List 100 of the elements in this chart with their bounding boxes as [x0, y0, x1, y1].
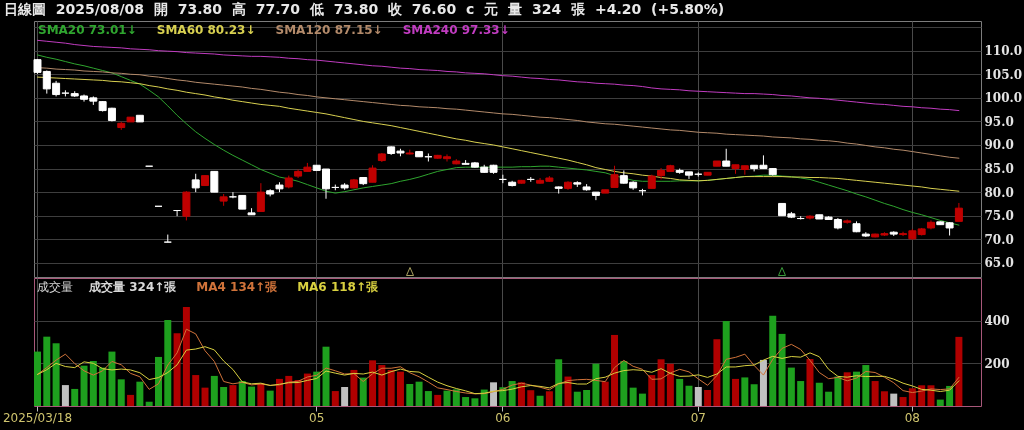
bar	[34, 351, 41, 406]
bar	[396, 371, 404, 406]
bar	[108, 351, 116, 406]
bar	[620, 360, 628, 406]
bar	[387, 369, 395, 406]
y-tick-label: 200	[984, 356, 1010, 371]
bar	[359, 377, 367, 406]
bar	[136, 381, 144, 406]
bar	[601, 381, 609, 406]
bar	[573, 391, 581, 406]
bar	[369, 360, 377, 406]
bar	[853, 371, 861, 406]
bar	[257, 383, 265, 406]
bar	[462, 397, 470, 406]
bar	[871, 381, 879, 406]
bar	[182, 307, 190, 406]
bar	[192, 375, 200, 406]
bar	[406, 384, 414, 406]
bar	[592, 363, 600, 406]
series-label: 成交量 324↑張	[89, 280, 177, 295]
bar	[825, 391, 833, 406]
bar	[52, 343, 60, 406]
bar	[666, 363, 674, 406]
bar	[787, 367, 795, 406]
y-tick-label: 400	[984, 314, 1010, 329]
x-tick-label: 06	[495, 410, 511, 425]
bar	[238, 381, 246, 406]
bar	[583, 390, 591, 406]
bar	[173, 333, 181, 406]
bar	[275, 378, 283, 406]
bar	[434, 394, 442, 406]
y-tick-label: 105.0	[984, 67, 1023, 82]
text: MA6 118↑張	[297, 280, 378, 295]
bar	[145, 401, 153, 406]
bar	[955, 336, 963, 406]
bar	[220, 387, 228, 406]
text: SMA60 80.23↓	[156, 23, 256, 38]
x-tick-label: 2025/03/18	[2, 410, 73, 425]
y-tick-label: 65.0	[984, 256, 1014, 271]
bar	[99, 367, 107, 406]
x-tick-label: 07	[690, 410, 706, 425]
bar	[490, 382, 498, 406]
x-tick-label: 05	[309, 410, 325, 425]
bar	[815, 382, 823, 406]
bar	[508, 381, 516, 406]
bar	[517, 382, 525, 406]
bar	[797, 381, 805, 406]
bar	[685, 385, 693, 406]
bar	[210, 375, 218, 406]
candlestick	[210, 170, 219, 193]
bar	[127, 394, 135, 406]
candlestick	[954, 202, 963, 222]
y-tick-label: 90.0	[984, 138, 1014, 153]
bar	[648, 375, 656, 406]
bar	[555, 359, 563, 406]
bar	[638, 393, 646, 406]
y-tick-label: 80.0	[984, 185, 1014, 200]
bar	[843, 372, 851, 406]
bar	[294, 379, 302, 406]
bar	[313, 371, 321, 406]
bar	[834, 376, 842, 406]
bar	[778, 333, 786, 406]
y-tick-label: 110.0	[984, 44, 1023, 59]
bar	[713, 339, 721, 406]
bar	[61, 385, 69, 406]
bar	[862, 365, 870, 406]
bar	[890, 393, 898, 406]
line-series	[36, 346, 960, 395]
bar	[936, 399, 944, 406]
bar	[285, 375, 293, 406]
bar	[899, 397, 907, 406]
candlestick	[610, 165, 619, 188]
bar	[424, 391, 432, 406]
bar	[759, 359, 767, 406]
bar	[732, 378, 740, 406]
line-series	[36, 39, 960, 112]
bar	[117, 379, 125, 406]
text: SMA240 97.33↓	[402, 23, 510, 38]
text: SMA120 87.15↓	[275, 23, 383, 38]
candlestick	[228, 191, 237, 199]
bar	[611, 334, 619, 406]
bar	[676, 378, 684, 406]
bar	[908, 388, 916, 406]
bar	[154, 356, 162, 406]
bar	[704, 390, 712, 406]
bar	[322, 346, 330, 406]
bar	[164, 320, 172, 406]
bar	[71, 388, 79, 406]
bar	[80, 365, 88, 406]
bar	[378, 365, 386, 406]
y-tick-label: 75.0	[984, 209, 1014, 224]
bar	[527, 390, 535, 406]
bar	[741, 377, 749, 406]
bar	[750, 384, 758, 406]
y-tick-label: 70.0	[984, 232, 1014, 247]
line-series	[36, 328, 960, 395]
bar	[536, 395, 544, 406]
y-tick-label: 95.0	[984, 114, 1014, 129]
bar	[722, 321, 730, 406]
candlestick	[591, 191, 600, 201]
